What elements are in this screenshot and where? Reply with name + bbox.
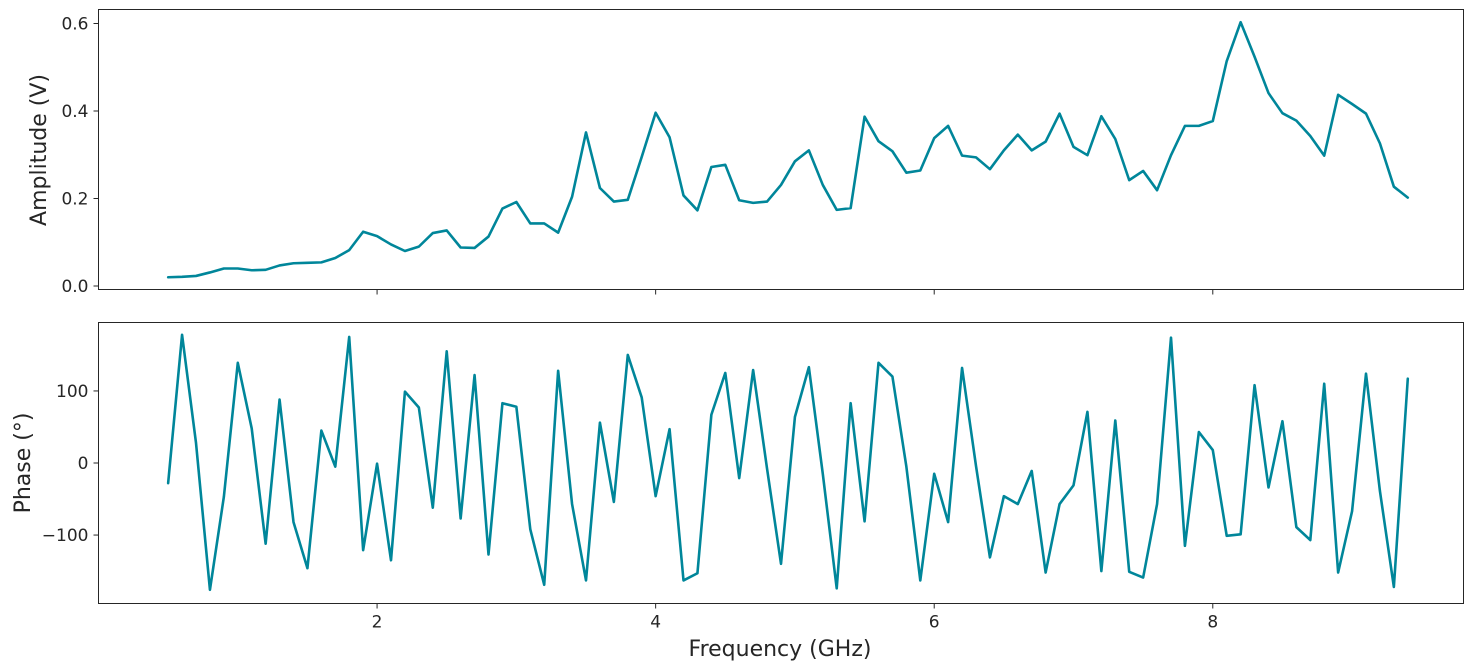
phase-y-axis-label: Phase (°) [11,413,36,514]
x-tick-label: 8 [1207,613,1218,633]
amplitude-y-tick-label: 0.4 [61,102,88,122]
amplitude-x-ticks [376,289,1214,295]
amplitude-panel: 0.0 0.2 0.4 0.6 Amplitude (V) [27,9,1464,297]
x-axis-label: Frequency (GHz) [689,637,872,662]
amplitude-y-ticks: 0.0 0.2 0.4 0.6 [61,15,99,297]
phase-y-tick-label: −100 [42,526,89,546]
phase-y-tick-label: 100 [56,382,88,402]
phase-series [166,333,1410,592]
x-tick-label: 2 [372,613,383,633]
amplitude-y-tick-label: 0.6 [61,15,88,35]
phase-y-ticks: −100 0 100 [42,382,99,546]
phase-y-tick-label: 0 [78,454,89,474]
amplitude-series [166,20,1410,279]
amplitude-plot-frame [98,9,1464,290]
phase-panel: 2 4 6 8 −100 0 100 Phase (°) [11,322,1464,633]
amplitude-y-axis-label: Amplitude (V) [27,74,52,226]
amplitude-line [166,20,1410,279]
amplitude-y-tick-label: 0.0 [61,277,88,297]
phase-x-ticks: 2 4 6 8 [372,603,1218,633]
x-tick-label: 4 [650,613,661,633]
amplitude-y-tick-label: 0.2 [61,190,88,210]
phase-line [166,333,1410,592]
x-tick-label: 6 [929,613,940,633]
